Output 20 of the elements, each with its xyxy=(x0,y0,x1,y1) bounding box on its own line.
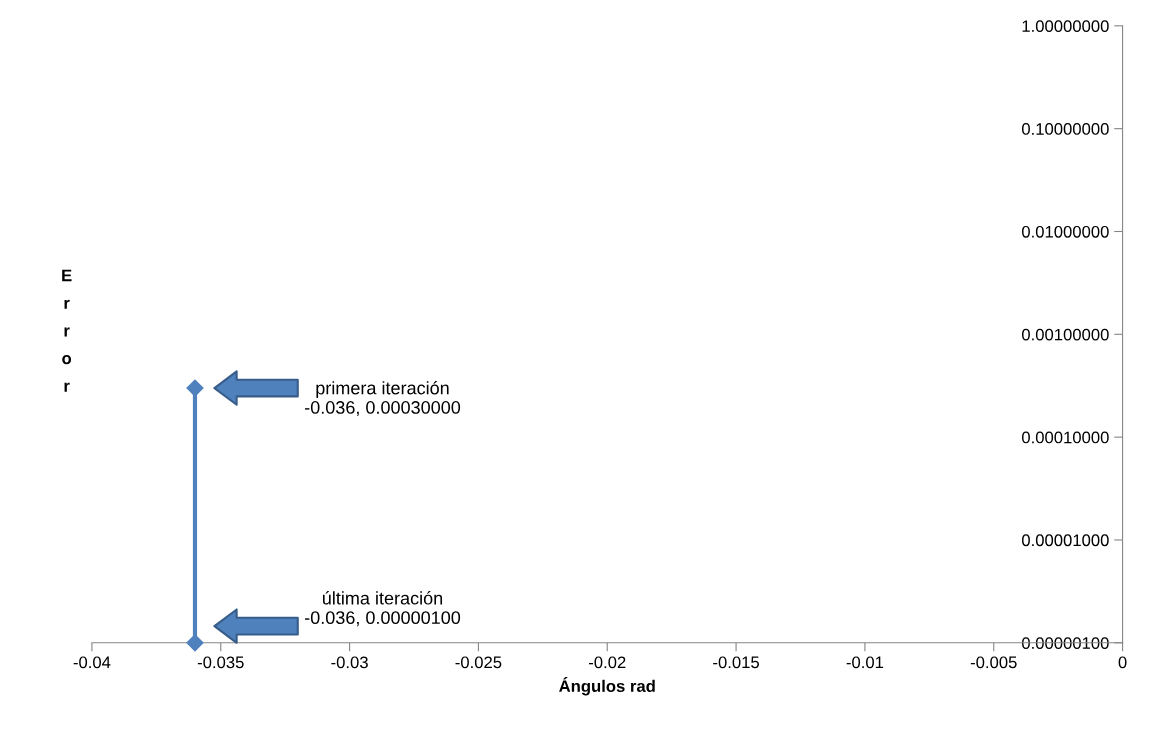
y-tick-label: 0.00010000 xyxy=(1021,431,1109,444)
x-tick-label: 0 xyxy=(1118,656,1127,669)
x-axis-title: Ángulos rad xyxy=(559,677,655,696)
x-tick-label: -0.03 xyxy=(331,656,368,669)
x-tick-label: -0.01 xyxy=(846,656,884,669)
y-tick-label: 0.01000000 xyxy=(1021,225,1109,238)
y-tick-label: 0.00000100 xyxy=(1021,637,1109,649)
y-tick-label: 1.00000000 xyxy=(1022,20,1109,33)
y-tick-label: 0.00001000 xyxy=(1021,534,1109,547)
annotation: primera iteración -0.036, 0.00030000 xyxy=(304,380,461,416)
y-tick-label: 0.10000000 xyxy=(1021,123,1109,135)
y-axis-title: Error xyxy=(62,269,72,392)
x-tick-label: -0.035 xyxy=(197,656,244,669)
x-tick-label: -0.015 xyxy=(713,656,760,669)
x-tick-label: -0.02 xyxy=(588,656,626,669)
x-tick-label: -0.04 xyxy=(73,656,111,669)
annotation: última iteración -0.036, 0.00000100 xyxy=(304,591,461,627)
y-tick-label: 0.00100000 xyxy=(1021,328,1109,341)
x-tick-label: -0.005 xyxy=(970,656,1017,669)
x-tick-label: -0.025 xyxy=(455,656,502,669)
